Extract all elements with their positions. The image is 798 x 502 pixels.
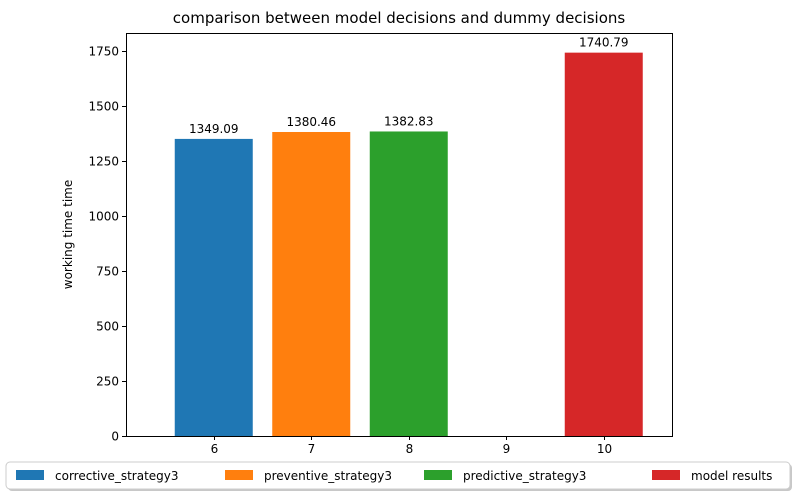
y-tick-label: 1500 [88,100,119,114]
x-tick-label: 8 [406,442,414,456]
legend-swatch-predictive-strategy3 [424,470,452,480]
legend-swatch-corrective-strategy3 [16,470,44,480]
legend: corrective_strategy3 preventive_strategy3… [5,461,792,491]
y-tick-label: 1250 [88,155,119,169]
y-tick-label: 1000 [88,210,119,224]
legend-box [5,461,791,490]
legend-label-predictive-strategy3: predictive_strategy3 [463,469,586,483]
bar-predictive-strategy3 [369,131,448,436]
x-tick-label: 7 [308,442,316,456]
bar-value-label-corrective-strategy3: 1349.09 [189,122,239,136]
bar-model-results [564,52,643,437]
legend-label-preventive-strategy3: preventive_strategy3 [264,469,392,483]
legend-label-corrective-strategy3: corrective_strategy3 [55,469,179,483]
legend-swatch-model-results [652,470,680,480]
x-tick-label: 10 [597,442,612,456]
y-tick-label: 750 [96,265,119,279]
x-axis: 6 7 8 9 10 [211,436,612,456]
y-tick-label: 1750 [88,45,119,59]
bar-value-label-predictive-strategy3: 1382.83 [384,114,434,128]
bar-preventive-strategy3 [272,131,351,436]
legend-label-model-results: model results [691,469,772,483]
plot-frame [126,33,673,437]
y-axis: 0 250 500 750 1000 1250 1500 1750 [88,45,126,444]
y-tick-label: 500 [96,320,119,334]
x-tick-label: 9 [503,442,511,456]
bars-layer [174,52,643,437]
y-axis-label: working time time [61,180,75,289]
chart-title: comparison between model decisions and d… [173,9,626,27]
x-tick-label: 6 [211,442,219,456]
y-tick-label: 0 [111,430,119,444]
y-tick-label: 250 [96,375,119,389]
bar-corrective-strategy3 [174,138,253,436]
legend-swatch-preventive-strategy3 [225,470,253,480]
bar-value-label-preventive-strategy3: 1380.46 [286,115,336,129]
bar-labels-layer: 1349.09 1380.46 1382.83 1740.79 [189,36,629,136]
bar-value-label-model-results: 1740.79 [579,36,629,50]
